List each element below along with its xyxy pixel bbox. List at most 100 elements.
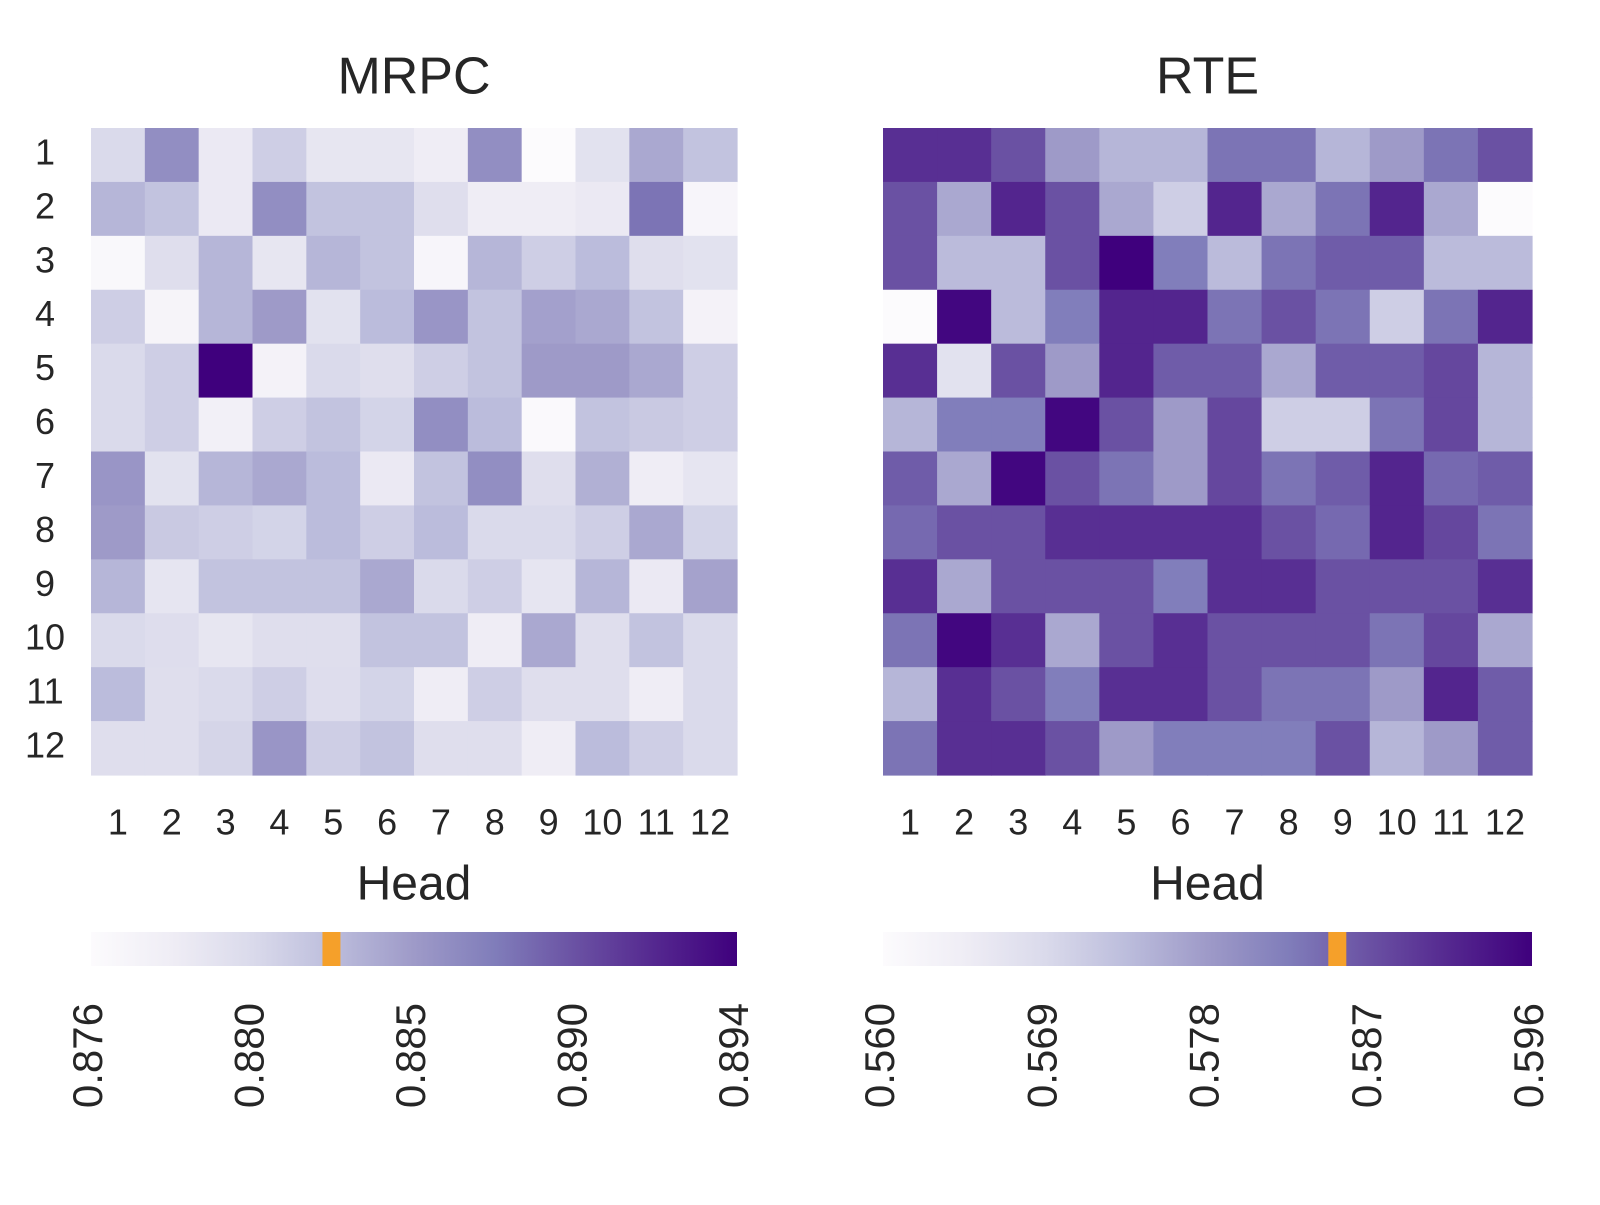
heatmap-cell (1477, 181, 1533, 237)
x-tick-label: 4 (1062, 802, 1082, 843)
y-tick-label: 6 (35, 401, 55, 442)
x-tick-label: 9 (539, 802, 559, 843)
heatmap-cell (414, 667, 469, 722)
y-tick-label: 5 (35, 347, 55, 388)
heatmap-cell (521, 667, 577, 722)
heatmap-cell (144, 289, 200, 345)
heatmap-cell (1423, 343, 1479, 399)
heatmap-cell (252, 559, 307, 614)
y-tick-label: 9 (35, 563, 55, 604)
heatmap-cell (629, 721, 684, 776)
x-tick-label: 1 (900, 802, 920, 843)
heatmap-cell (521, 235, 577, 291)
heatmap-cell (1261, 613, 1317, 668)
heatmap-cell (360, 235, 415, 291)
heatmap-cell (360, 613, 415, 668)
heatmap-cell (1261, 343, 1317, 399)
heatmap-cell (1261, 289, 1317, 345)
x-tick-label: 7 (431, 802, 451, 843)
x-axis-label: Head (357, 858, 472, 911)
heatmap-cell (575, 721, 630, 776)
heatmap-cell (521, 721, 577, 776)
heatmap-cell (1153, 235, 1209, 291)
heatmap-cell (683, 559, 738, 614)
heatmap-cell (198, 343, 254, 399)
y-tick-label: 10 (25, 617, 65, 658)
heatmap-cell (991, 451, 1046, 507)
heatmap-cell (937, 505, 992, 560)
heatmap-cell (991, 559, 1046, 614)
heatmap-cell (683, 721, 738, 776)
heatmap-cell (937, 721, 992, 776)
heatmap-cell (575, 343, 630, 399)
heatmap-cell (629, 451, 684, 507)
heatmap-cell (252, 613, 307, 668)
heatmap-cell (1477, 721, 1533, 776)
colorbar-tick-label: 0.880 (226, 1003, 273, 1108)
heatmap-cell (306, 289, 361, 345)
heatmap-cell (91, 235, 146, 291)
heatmap-cell (1153, 343, 1209, 399)
y-tick-label: 3 (35, 239, 55, 280)
colorbar-marker (1328, 932, 1347, 966)
heatmap-cell (1099, 613, 1155, 668)
heatmap-cell (252, 505, 307, 560)
y-tick-label: 4 (35, 293, 55, 334)
heatmap-cell (1045, 451, 1100, 507)
heatmap-cell (1261, 667, 1317, 722)
heatmap-cell (883, 505, 938, 560)
heatmap-cell (360, 559, 415, 614)
heatmap-cell (1045, 721, 1100, 776)
heatmap-cell (1207, 559, 1263, 614)
x-tick-label: 5 (323, 802, 343, 843)
heatmap-cell (991, 667, 1046, 722)
heatmap-cell (306, 505, 361, 560)
heatmap-cell (1045, 128, 1100, 183)
heatmap-cell (198, 667, 254, 722)
y-tick-label: 11 (26, 671, 63, 712)
x-tick-label: 8 (1279, 802, 1299, 843)
heatmap-cell (1207, 128, 1263, 183)
heatmap-cell (1477, 613, 1533, 668)
heatmap-cell (306, 397, 361, 453)
heatmap-cell (306, 181, 361, 237)
heatmap-cell (521, 289, 577, 345)
heatmap-cell (1099, 505, 1155, 560)
heatmap-cell (683, 505, 738, 560)
heatmap-cell (883, 181, 938, 237)
heatmap-cell (1423, 235, 1479, 291)
heatmap-cell (1261, 397, 1317, 453)
y-tick-label: 1 (35, 131, 55, 172)
heatmap-cell (198, 721, 254, 776)
heatmap-cell (1369, 451, 1425, 507)
heatmap-cell (91, 181, 146, 237)
heatmap-cell (1099, 721, 1155, 776)
heatmap-cell (1099, 559, 1155, 614)
colorbar-tick-label: 0.578 (1181, 1003, 1228, 1108)
heatmap-cell (198, 505, 254, 560)
heatmap-cell (575, 128, 630, 183)
heatmap-cell (1423, 451, 1479, 507)
heatmap-cell (937, 289, 992, 345)
heatmap-cell (91, 613, 146, 668)
heatmap-cell (91, 559, 146, 614)
heatmap-cell (360, 343, 415, 399)
heatmap-cell (198, 613, 254, 668)
heatmap-cell (575, 613, 630, 668)
heatmap-cell (1369, 128, 1425, 183)
heatmap-cell (575, 397, 630, 453)
x-tick-label: 11 (1432, 802, 1469, 843)
heatmap-cell (991, 343, 1046, 399)
x-tick-label: 7 (1225, 802, 1245, 843)
heatmap-cell (521, 181, 577, 237)
heatmap-cell (575, 505, 630, 560)
heatmap-cell (1423, 721, 1479, 776)
colorbar (883, 932, 1532, 966)
heatmap-cell (252, 667, 307, 722)
heatmap-cell (1369, 505, 1425, 560)
heatmap-cell (1315, 343, 1371, 399)
heatmap-cell (1423, 505, 1479, 560)
heatmap-cell (883, 235, 938, 291)
heatmap-cell (1045, 505, 1100, 560)
